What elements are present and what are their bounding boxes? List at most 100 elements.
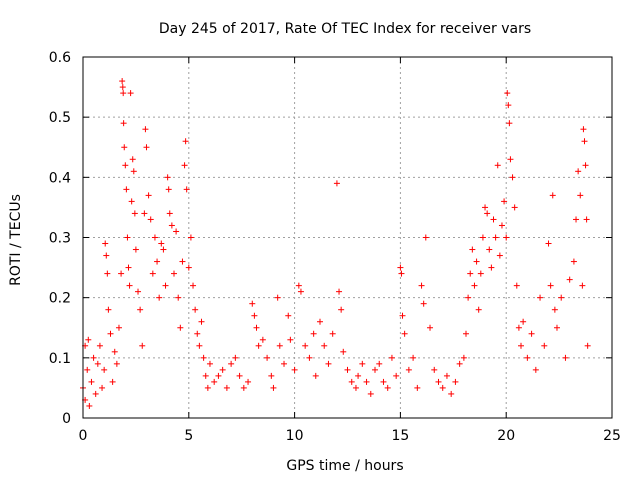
data-point	[187, 234, 194, 241]
data-point	[127, 90, 134, 97]
data-point	[154, 258, 161, 265]
data-point	[501, 198, 508, 205]
data-point	[103, 252, 110, 259]
data-point	[125, 264, 132, 271]
data-point	[427, 324, 434, 331]
x-tick-label: 5	[184, 428, 193, 444]
data-point	[109, 378, 116, 385]
x-axis-label: GPS time / hours	[286, 458, 403, 474]
data-point	[435, 378, 442, 385]
data-point	[475, 306, 482, 313]
data-point	[249, 300, 256, 307]
data-point	[139, 342, 146, 349]
data-point	[168, 222, 175, 229]
data-point	[479, 234, 486, 241]
data-point	[492, 234, 499, 241]
data-point	[119, 84, 126, 91]
data-point	[329, 330, 336, 337]
data-point	[336, 288, 343, 295]
data-point	[511, 204, 518, 211]
data-point	[126, 282, 133, 289]
x-tick-label: 10	[286, 428, 304, 444]
data-point	[181, 162, 188, 169]
data-point	[388, 354, 395, 361]
y-tick-label: 0.1	[49, 351, 71, 367]
data-point	[281, 360, 288, 367]
data-point	[338, 306, 345, 313]
data-point	[355, 372, 362, 379]
data-point	[460, 354, 467, 361]
data-point	[245, 378, 252, 385]
data-point	[524, 354, 531, 361]
y-tick-label: 0.3	[49, 231, 71, 247]
plot-frame	[82, 56, 613, 419]
data-point	[101, 366, 108, 373]
axis-ticks: 0 5 10 15 20 25 0 0.1 0.2 0.3 0.4 0.5 0.6	[49, 50, 621, 444]
data-point	[120, 120, 127, 127]
data-point	[582, 162, 589, 169]
data-point	[456, 360, 463, 367]
data-point	[471, 282, 478, 289]
data-point	[325, 360, 332, 367]
data-point	[414, 384, 421, 391]
data-point	[206, 360, 213, 367]
data-point	[115, 324, 122, 331]
data-point	[393, 372, 400, 379]
data-point	[107, 330, 114, 337]
data-point	[562, 354, 569, 361]
data-point	[149, 270, 156, 277]
data-point	[86, 402, 93, 409]
data-point	[580, 126, 587, 133]
data-point	[505, 102, 512, 109]
data-point	[579, 282, 586, 289]
data-point	[399, 312, 406, 319]
data-point	[448, 390, 455, 397]
data-point	[340, 348, 347, 355]
data-point	[259, 336, 266, 343]
data-point	[321, 342, 328, 349]
data-point	[264, 354, 271, 361]
x-tick-label: 15	[391, 428, 409, 444]
data-point	[528, 330, 535, 337]
data-point	[211, 378, 218, 385]
data-point	[494, 162, 501, 169]
data-point	[182, 138, 189, 145]
data-point	[90, 354, 97, 361]
data-point	[549, 192, 556, 199]
data-point	[194, 330, 201, 337]
data-point	[469, 246, 476, 253]
data-point	[575, 168, 582, 175]
data-point	[228, 360, 235, 367]
data-point	[219, 366, 226, 373]
data-point	[465, 294, 472, 301]
data-point	[132, 246, 139, 253]
data-point	[515, 324, 522, 331]
data-point	[367, 390, 374, 397]
data-point	[439, 384, 446, 391]
data-point	[287, 336, 294, 343]
data-point	[120, 90, 127, 97]
data-point	[384, 384, 391, 391]
data-point	[124, 234, 131, 241]
data-point	[251, 312, 258, 319]
data-point	[173, 228, 180, 235]
data-point	[577, 192, 584, 199]
data-point	[276, 342, 283, 349]
data-point	[462, 330, 469, 337]
data-point	[145, 192, 152, 199]
data-point	[477, 270, 484, 277]
data-point	[431, 366, 438, 373]
data-point	[183, 186, 190, 193]
data-point	[202, 372, 209, 379]
data-point	[160, 246, 167, 253]
data-point	[240, 384, 247, 391]
data-point	[94, 360, 101, 367]
data-point	[96, 342, 103, 349]
data-point	[372, 366, 379, 373]
data-point	[484, 210, 491, 217]
data-point	[541, 342, 548, 349]
data-point	[344, 366, 351, 373]
data-point	[130, 168, 137, 175]
data-point	[418, 282, 425, 289]
